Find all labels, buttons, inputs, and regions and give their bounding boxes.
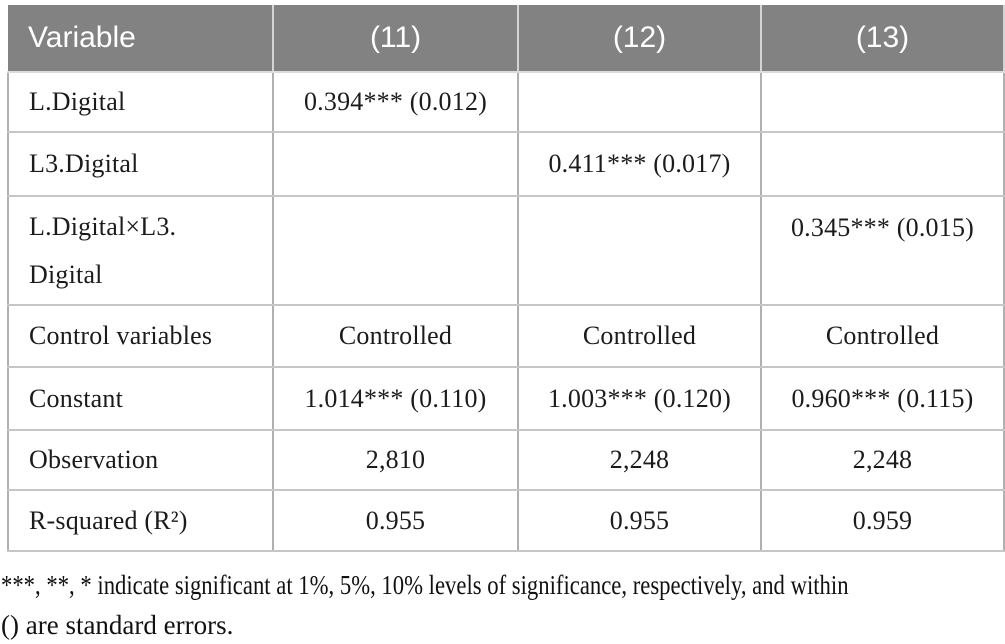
cell-11: 0.955 — [272, 489, 519, 552]
row-label: Constant — [7, 366, 274, 431]
regression-results-table: Variable (11) (12) (13) L.Digital 0.394*… — [7, 5, 1005, 552]
cell-13: 0.960*** (0.115) — [760, 366, 1005, 431]
row-label: R-squared (R²) — [7, 489, 274, 552]
cell-13 — [760, 131, 1005, 197]
cell-11 — [272, 131, 519, 197]
cell-11: Controlled — [272, 304, 519, 368]
cell-13: Controlled — [760, 304, 1005, 368]
row-label: Observation — [7, 429, 274, 491]
table-row-l3-digital: L3.Digital 0.411*** (0.017) — [7, 131, 1005, 197]
table-row-interaction-term: L.Digital×L3. Digital 0.345*** (0.015) — [7, 195, 1005, 306]
row-label: Control variables — [7, 304, 274, 368]
table-body: L.Digital 0.394*** (0.012) L3.Digital 0.… — [7, 71, 1005, 552]
row-label: L.Digital — [7, 71, 274, 133]
table-row-l-digital: L.Digital 0.394*** (0.012) — [7, 71, 1005, 133]
cell-12: 0.955 — [517, 489, 762, 552]
cell-12: 1.003*** (0.120) — [517, 366, 762, 431]
column-header-model-11: (11) — [273, 5, 519, 73]
cell-11: 0.394*** (0.012) — [272, 71, 519, 133]
header-row: Variable (11) (12) (13) — [8, 5, 1005, 73]
footnote-line-1: ***, **, * indicate significant at 1%, 5… — [1, 570, 849, 600]
row-label-line-2: Digital — [29, 259, 103, 289]
cell-12 — [517, 71, 762, 133]
table-row-r-squared: R-squared (R²) 0.955 0.955 0.959 — [7, 489, 1005, 552]
row-label: L.Digital×L3. Digital — [7, 195, 274, 306]
cell-13: 2,248 — [760, 429, 1005, 491]
column-header-model-13: (13) — [761, 5, 1005, 73]
table-row-constant: Constant 1.014*** (0.110) 1.003*** (0.12… — [7, 366, 1005, 431]
row-label-line-1: L.Digital×L3. — [29, 211, 177, 241]
table-row-control-variables: Control variables Controlled Controlled … — [7, 304, 1005, 368]
cell-13: 0.345*** (0.015) — [760, 195, 1005, 306]
cell-12: 2,248 — [517, 429, 762, 491]
cell-11 — [272, 195, 519, 306]
cell-13: 0.959 — [760, 489, 1005, 552]
column-header-variable: Variable — [8, 5, 274, 73]
column-header-model-12: (12) — [518, 5, 762, 73]
cell-12: Controlled — [517, 304, 762, 368]
significance-footnote: ***, **, * indicate significant at 1%, 5… — [1, 565, 1005, 644]
cell-11: 2,810 — [272, 429, 519, 491]
table-row-observation: Observation 2,810 2,248 2,248 — [7, 429, 1005, 491]
cell-12 — [517, 195, 762, 306]
footnote-line-2: () are standard errors. — [1, 610, 234, 640]
row-label: L3.Digital — [7, 131, 274, 197]
cell-11: 1.014*** (0.110) — [272, 366, 519, 431]
cell-13 — [760, 71, 1005, 133]
cell-12: 0.411*** (0.017) — [517, 131, 762, 197]
table-header: Variable (11) (12) (13) — [8, 5, 1005, 73]
